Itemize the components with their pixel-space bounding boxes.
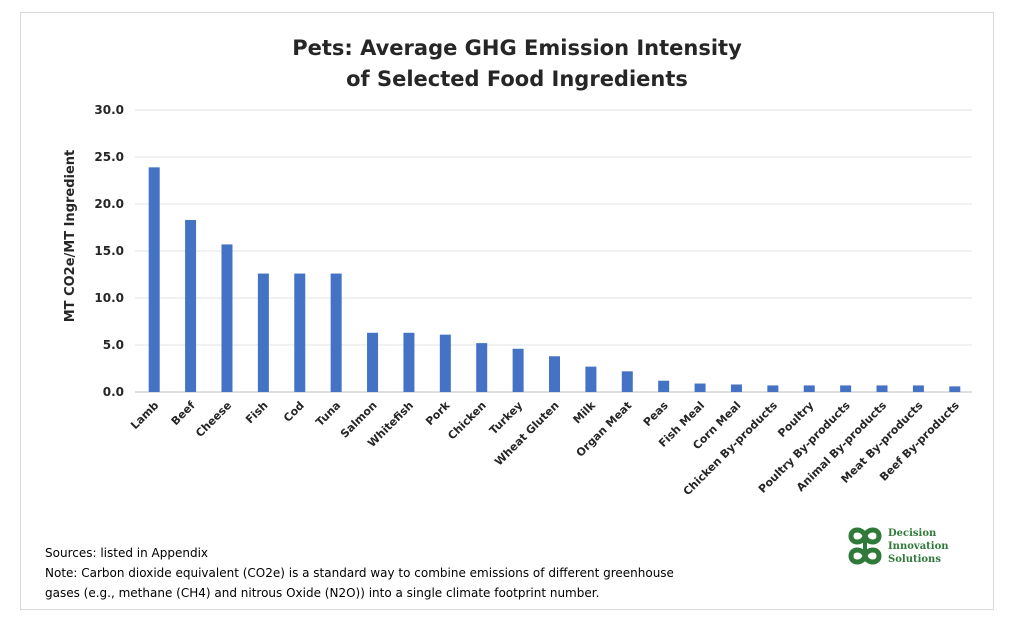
y-axis-label: MT CO2e/MT Ingredient bbox=[63, 150, 78, 323]
y-tick-label: 20.0 bbox=[94, 197, 124, 211]
x-tick-label: Milk bbox=[571, 398, 599, 426]
logo-line2: Innovation bbox=[888, 541, 949, 552]
logo-line3: Solutions bbox=[888, 554, 941, 565]
bar-fish-meal bbox=[694, 383, 706, 392]
sources-note: Sources: listed in Appendix bbox=[45, 546, 209, 560]
x-tick-label: Pork bbox=[423, 398, 453, 428]
co2e-note-line1: Note: Carbon dioxide equivalent (CO2e) i… bbox=[45, 566, 674, 580]
y-axis-ticks: 0.0 5.0 10.0 15.0 20.0 25.0 30.0 bbox=[94, 103, 124, 399]
x-tick-label: Tuna bbox=[313, 399, 343, 429]
y-tick-label: 0.0 bbox=[103, 385, 124, 399]
bars bbox=[148, 167, 961, 392]
bar-lamb bbox=[148, 167, 160, 392]
y-tick-label: 10.0 bbox=[94, 291, 124, 305]
x-tick-label: Cod bbox=[281, 399, 307, 425]
chart-title-line2: of Selected Food Ingredients bbox=[346, 67, 688, 91]
bar-organ-meat bbox=[621, 371, 633, 392]
gridlines bbox=[135, 109, 972, 393]
chart-frame bbox=[20, 12, 994, 610]
bar-chicken bbox=[476, 343, 488, 392]
y-tick-label: 25.0 bbox=[94, 150, 124, 164]
bar-wheat-gluten bbox=[549, 356, 560, 392]
x-tick-label: Fish bbox=[243, 399, 270, 426]
bar-cheese bbox=[221, 244, 233, 392]
logo-mark-icon bbox=[848, 527, 882, 565]
company-logo: Decision Innovation Solutions bbox=[845, 526, 985, 570]
bar-chicken-by-products bbox=[767, 385, 779, 392]
bar-poultry bbox=[803, 385, 815, 392]
x-tick-label: Peas bbox=[641, 399, 671, 429]
logo-text: Decision Innovation Solutions bbox=[888, 527, 949, 566]
bar-peas bbox=[658, 380, 670, 392]
co2e-note-line2: gases (e.g., methane (CH4) and nitrous O… bbox=[45, 586, 600, 600]
bar-salmon bbox=[367, 332, 379, 392]
bar-tuna bbox=[330, 273, 342, 392]
bar-pork bbox=[439, 334, 451, 392]
bar-corn-meal bbox=[730, 384, 742, 392]
y-tick-label: 5.0 bbox=[103, 338, 124, 352]
bar-fish bbox=[257, 273, 269, 392]
x-tick-label: Cheese bbox=[193, 399, 234, 440]
logo-line1: Decision bbox=[888, 528, 937, 539]
bar-turkey bbox=[512, 348, 524, 392]
bar-milk bbox=[585, 366, 597, 392]
x-tick-label: Wheat Gluten bbox=[492, 399, 561, 468]
x-tick-label: Beef bbox=[169, 399, 198, 428]
chart-notes: Sources: listed in Appendix Note: Carbon… bbox=[45, 543, 674, 603]
bar-beef bbox=[185, 219, 197, 392]
x-tick-label: Lamb bbox=[128, 399, 161, 432]
y-tick-label: 30.0 bbox=[94, 103, 124, 117]
y-tick-label: 15.0 bbox=[94, 244, 124, 258]
x-tick-label: Chicken bbox=[445, 399, 488, 442]
bar-meat-by-products bbox=[912, 385, 924, 392]
bar-cod bbox=[294, 273, 306, 392]
bar-whitefish bbox=[403, 332, 415, 392]
chart-title-line1: Pets: Average GHG Emission Intensity bbox=[292, 36, 742, 60]
bar-poultry-by-products bbox=[840, 385, 852, 392]
bar-animal-by-products bbox=[876, 385, 888, 392]
bar-beef-by-products bbox=[949, 386, 961, 392]
